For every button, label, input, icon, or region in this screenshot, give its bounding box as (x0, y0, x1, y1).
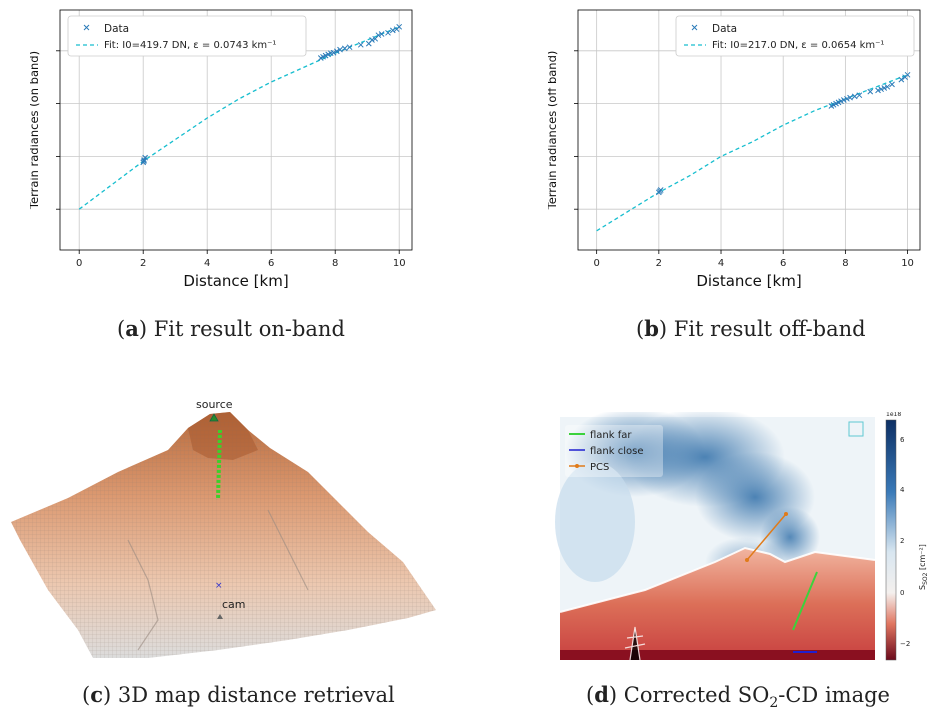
data-point (333, 48, 340, 55)
legend-data-label: Data (104, 23, 129, 35)
data-point (878, 86, 884, 93)
caption-b: (b) Fit result off-band (636, 316, 866, 341)
data-point (881, 85, 888, 91)
plot-frame (59, 9, 413, 251)
data-point (884, 83, 891, 90)
x-axis-label: Distance [km] (183, 272, 288, 290)
fit-line (596, 74, 908, 232)
cam-label: cam (222, 598, 246, 611)
source-marker (209, 413, 219, 422)
source-label: source (196, 398, 233, 411)
chart-legend: Data Fit: I0=419.7 DN, ε = 0.0743 km⁻¹ (67, 15, 307, 57)
x-tick-label: 4 (204, 258, 210, 269)
legend-d: flank far flank close PCS (565, 425, 663, 477)
chart-b: 0 2 4 6 8 10 Distance [km] Terrain radiances (o… (548, 9, 921, 290)
data-point (140, 158, 147, 165)
so2-cd-image: flank far flank close PCS 1e18 6 4 2 0 −… (555, 412, 929, 661)
x-tick-label: 2 (140, 258, 146, 269)
legend-data-marker (83, 24, 90, 31)
data-point (341, 45, 348, 52)
line-of-sight-path (216, 429, 222, 501)
svg-text:4: 4 (900, 486, 905, 494)
camera-point-marker: × (215, 581, 223, 591)
data-point (389, 27, 396, 34)
caption-d: (d) Corrected SO2-CD image (586, 682, 890, 712)
legend-data-label: Data (712, 23, 737, 35)
x-axis-label: Distance [km] (696, 272, 801, 290)
chart-legend: Data Fit: I0=217.0 DN, ε = 0.0654 km⁻¹ (675, 15, 915, 57)
legend-data-marker (691, 24, 698, 31)
data-point (898, 76, 905, 83)
data-point (396, 23, 403, 30)
data-point (385, 29, 391, 36)
y-axis-label: Terrain radiances (off band) (548, 51, 559, 211)
data-point (142, 154, 148, 161)
roi-box (848, 421, 864, 437)
legend-fit-label: Fit: I0=419.7 DN, ε = 0.0743 km⁻¹ (104, 40, 276, 51)
data-point (330, 49, 337, 56)
data-point (851, 93, 858, 100)
x-tick-label: 0 (593, 258, 599, 269)
pcs-line (746, 513, 787, 561)
svg-text:flank far: flank far (590, 430, 632, 441)
data-point (844, 95, 850, 102)
data-point (856, 92, 863, 99)
terrain-region (560, 548, 875, 660)
data-point (375, 32, 382, 39)
data-point (657, 187, 664, 193)
caption-a: (a) Fit result on-band (117, 316, 345, 341)
y-axis-label: Terrain radiances (on band) (30, 51, 41, 210)
svg-text:−2: −2 (900, 640, 910, 648)
data-point (867, 88, 874, 95)
data-point (357, 41, 364, 48)
x-tick-label: 0 (76, 258, 82, 269)
svg-text:6: 6 (900, 436, 905, 444)
data-point (847, 94, 853, 101)
x-tick-label: 4 (718, 258, 724, 269)
data-point (378, 31, 385, 37)
data-point (875, 87, 881, 94)
x-tick-label: 10 (901, 258, 914, 269)
caption-c: (c) 3D map distance retrieval (82, 682, 395, 707)
x-tick-label: 2 (656, 258, 662, 269)
data-point (369, 37, 375, 43)
camera-marker (217, 614, 223, 619)
x-tick-label: 6 (780, 258, 786, 269)
svg-text:2: 2 (900, 537, 904, 545)
x-tick-label: 10 (393, 258, 406, 269)
x-tick-label: 8 (332, 258, 338, 269)
legend-box (67, 15, 307, 57)
plot-frame (577, 9, 921, 251)
svg-text:1e18: 1e18 (886, 412, 901, 418)
legend-box (675, 15, 915, 57)
svg-text:PCS: PCS (590, 462, 609, 473)
legend-fit-label: Fit: I0=217.0 DN, ε = 0.0654 km⁻¹ (712, 40, 884, 51)
svg-text:SSO2 [cm⁻²]: SSO2 [cm⁻²] (918, 544, 929, 590)
svg-text:0: 0 (900, 589, 904, 597)
data-point (840, 97, 847, 103)
data-point (346, 44, 353, 51)
data-point (337, 46, 343, 53)
x-tick-label: 8 (842, 258, 848, 269)
terrain-3d-map: source × cam (11, 398, 436, 658)
data-point (889, 81, 895, 88)
x-tick-label: 6 (268, 258, 274, 269)
chart-a: 0 2 4 6 8 10 Distance [km] Terrain radiances (o… (30, 9, 413, 290)
data-point (904, 71, 911, 78)
flank-far-line (792, 571, 818, 631)
colorbar: 1e18 6 4 2 0 −2 SSO2 [cm⁻²] (885, 412, 929, 661)
fit-line (78, 26, 400, 210)
svg-text:flank close: flank close (590, 446, 644, 457)
